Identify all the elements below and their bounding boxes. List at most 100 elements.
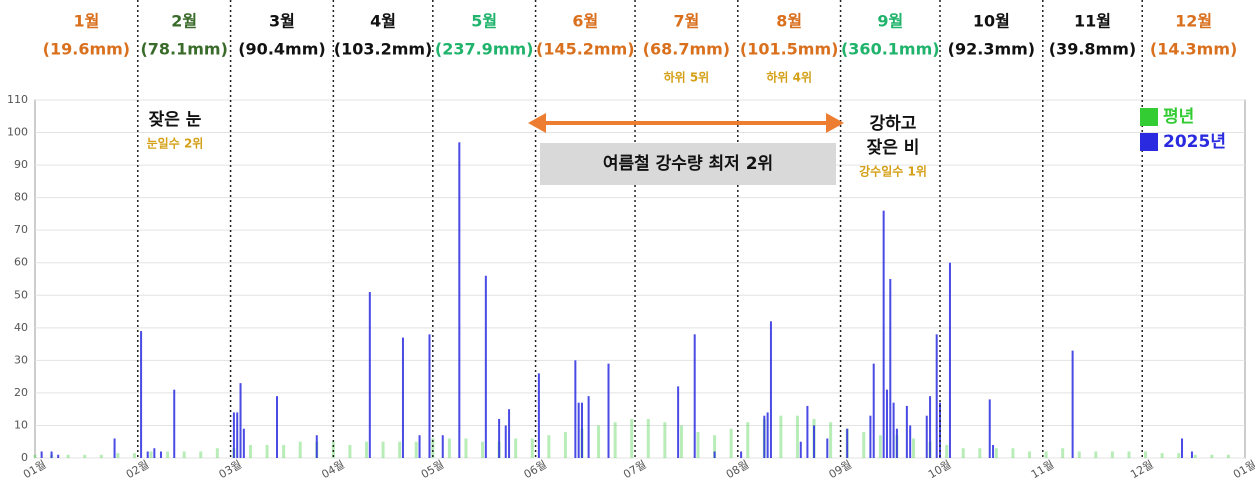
bar — [829, 422, 833, 458]
bar — [146, 451, 149, 458]
bar — [331, 441, 335, 458]
bar — [677, 386, 680, 458]
bar — [878, 435, 882, 458]
bar — [1160, 453, 1164, 458]
bar — [1193, 454, 1197, 458]
bar — [153, 448, 156, 458]
bar — [149, 451, 153, 458]
month-note: 하위 4위 — [766, 70, 812, 85]
bar — [83, 454, 87, 458]
bar — [116, 453, 120, 458]
month-name: 5월 — [471, 12, 497, 31]
bar — [911, 438, 915, 458]
y-tick-label: 110 — [7, 93, 28, 106]
bar — [994, 448, 998, 458]
y-tick-label: 80 — [14, 191, 28, 204]
bar — [992, 444, 995, 458]
annotation-note: 눈일수 2위 — [147, 137, 204, 151]
bar — [713, 435, 717, 458]
annotation-note: 강수일수 1위 — [859, 165, 927, 179]
x-tick-label: 05월 — [419, 458, 446, 481]
bar — [862, 431, 866, 458]
month-amount: (14.3mm) — [1150, 40, 1237, 59]
bar — [381, 441, 385, 458]
bar — [895, 428, 898, 458]
bar — [50, 451, 53, 458]
bar — [872, 363, 875, 458]
bar — [265, 444, 269, 458]
bar — [961, 448, 965, 458]
bar — [729, 428, 733, 458]
bar — [547, 435, 551, 458]
bar — [414, 441, 418, 458]
month-amount: (92.3mm) — [948, 40, 1035, 59]
month-amount: (145.2mm) — [536, 40, 635, 59]
bar — [113, 438, 116, 458]
month-name: 11월 — [1074, 12, 1111, 31]
month-name: 1월 — [73, 12, 99, 31]
bar — [33, 454, 37, 458]
bar — [215, 448, 219, 458]
bar — [929, 396, 932, 458]
bar — [418, 435, 421, 458]
y-tick-label: 10 — [14, 418, 28, 431]
bar — [945, 444, 949, 458]
month-name: 7월 — [673, 12, 699, 31]
month-amount: (90.4mm) — [238, 40, 325, 59]
y-tick-label: 40 — [14, 321, 28, 334]
month-amount: (68.7mm) — [643, 40, 730, 59]
bar — [1226, 454, 1230, 458]
bar — [1011, 448, 1015, 458]
month-amount: (19.6mm) — [43, 40, 130, 59]
month-name: 2월 — [171, 12, 197, 31]
x-tick-label: 09월 — [827, 458, 854, 481]
y-tick-label: 30 — [14, 353, 28, 366]
x-tick-label: 12월 — [1128, 458, 1155, 481]
bar — [813, 425, 816, 458]
bar — [447, 438, 451, 458]
bar — [431, 438, 435, 458]
bar — [159, 451, 162, 458]
bar — [232, 412, 235, 458]
bar — [368, 292, 371, 458]
month-amount: (101.5mm) — [740, 40, 839, 59]
bar — [597, 425, 601, 458]
bar — [132, 453, 136, 458]
bar — [365, 441, 369, 458]
bar — [746, 422, 750, 458]
bar — [498, 418, 501, 458]
bar — [239, 383, 242, 458]
annotation: 여름철 강수량 최저 2위 — [603, 154, 773, 174]
bar — [530, 438, 534, 458]
x-tick-label: 08월 — [724, 458, 751, 481]
month-name: 12월 — [1175, 12, 1212, 31]
y-tick-label: 0 — [21, 451, 28, 464]
bar — [826, 438, 829, 458]
bar — [57, 454, 60, 458]
annotation: 잦은 눈 — [149, 110, 202, 130]
bar — [481, 441, 485, 458]
bar — [679, 425, 683, 458]
bar — [315, 435, 318, 458]
bar — [630, 418, 634, 458]
bar — [693, 334, 696, 458]
legend-swatch — [1140, 133, 1158, 151]
x-tick-label: 06월 — [522, 458, 549, 481]
x-tick-label: 11월 — [1029, 458, 1056, 481]
bar — [248, 444, 252, 458]
bar — [504, 425, 507, 458]
bar — [1061, 448, 1065, 458]
legend-label: 2025년 — [1163, 132, 1226, 152]
y-tick-label: 100 — [7, 126, 28, 139]
bar — [401, 337, 404, 458]
bar — [806, 405, 809, 458]
month-amount: (78.1mm) — [140, 40, 227, 59]
bar — [882, 210, 885, 458]
month-name: 10월 — [973, 12, 1010, 31]
bar — [140, 331, 143, 458]
bar — [173, 389, 176, 458]
bar — [988, 399, 991, 458]
y-tick-label: 70 — [14, 223, 28, 236]
y-tick-label: 50 — [14, 288, 28, 301]
bar — [1127, 451, 1131, 458]
